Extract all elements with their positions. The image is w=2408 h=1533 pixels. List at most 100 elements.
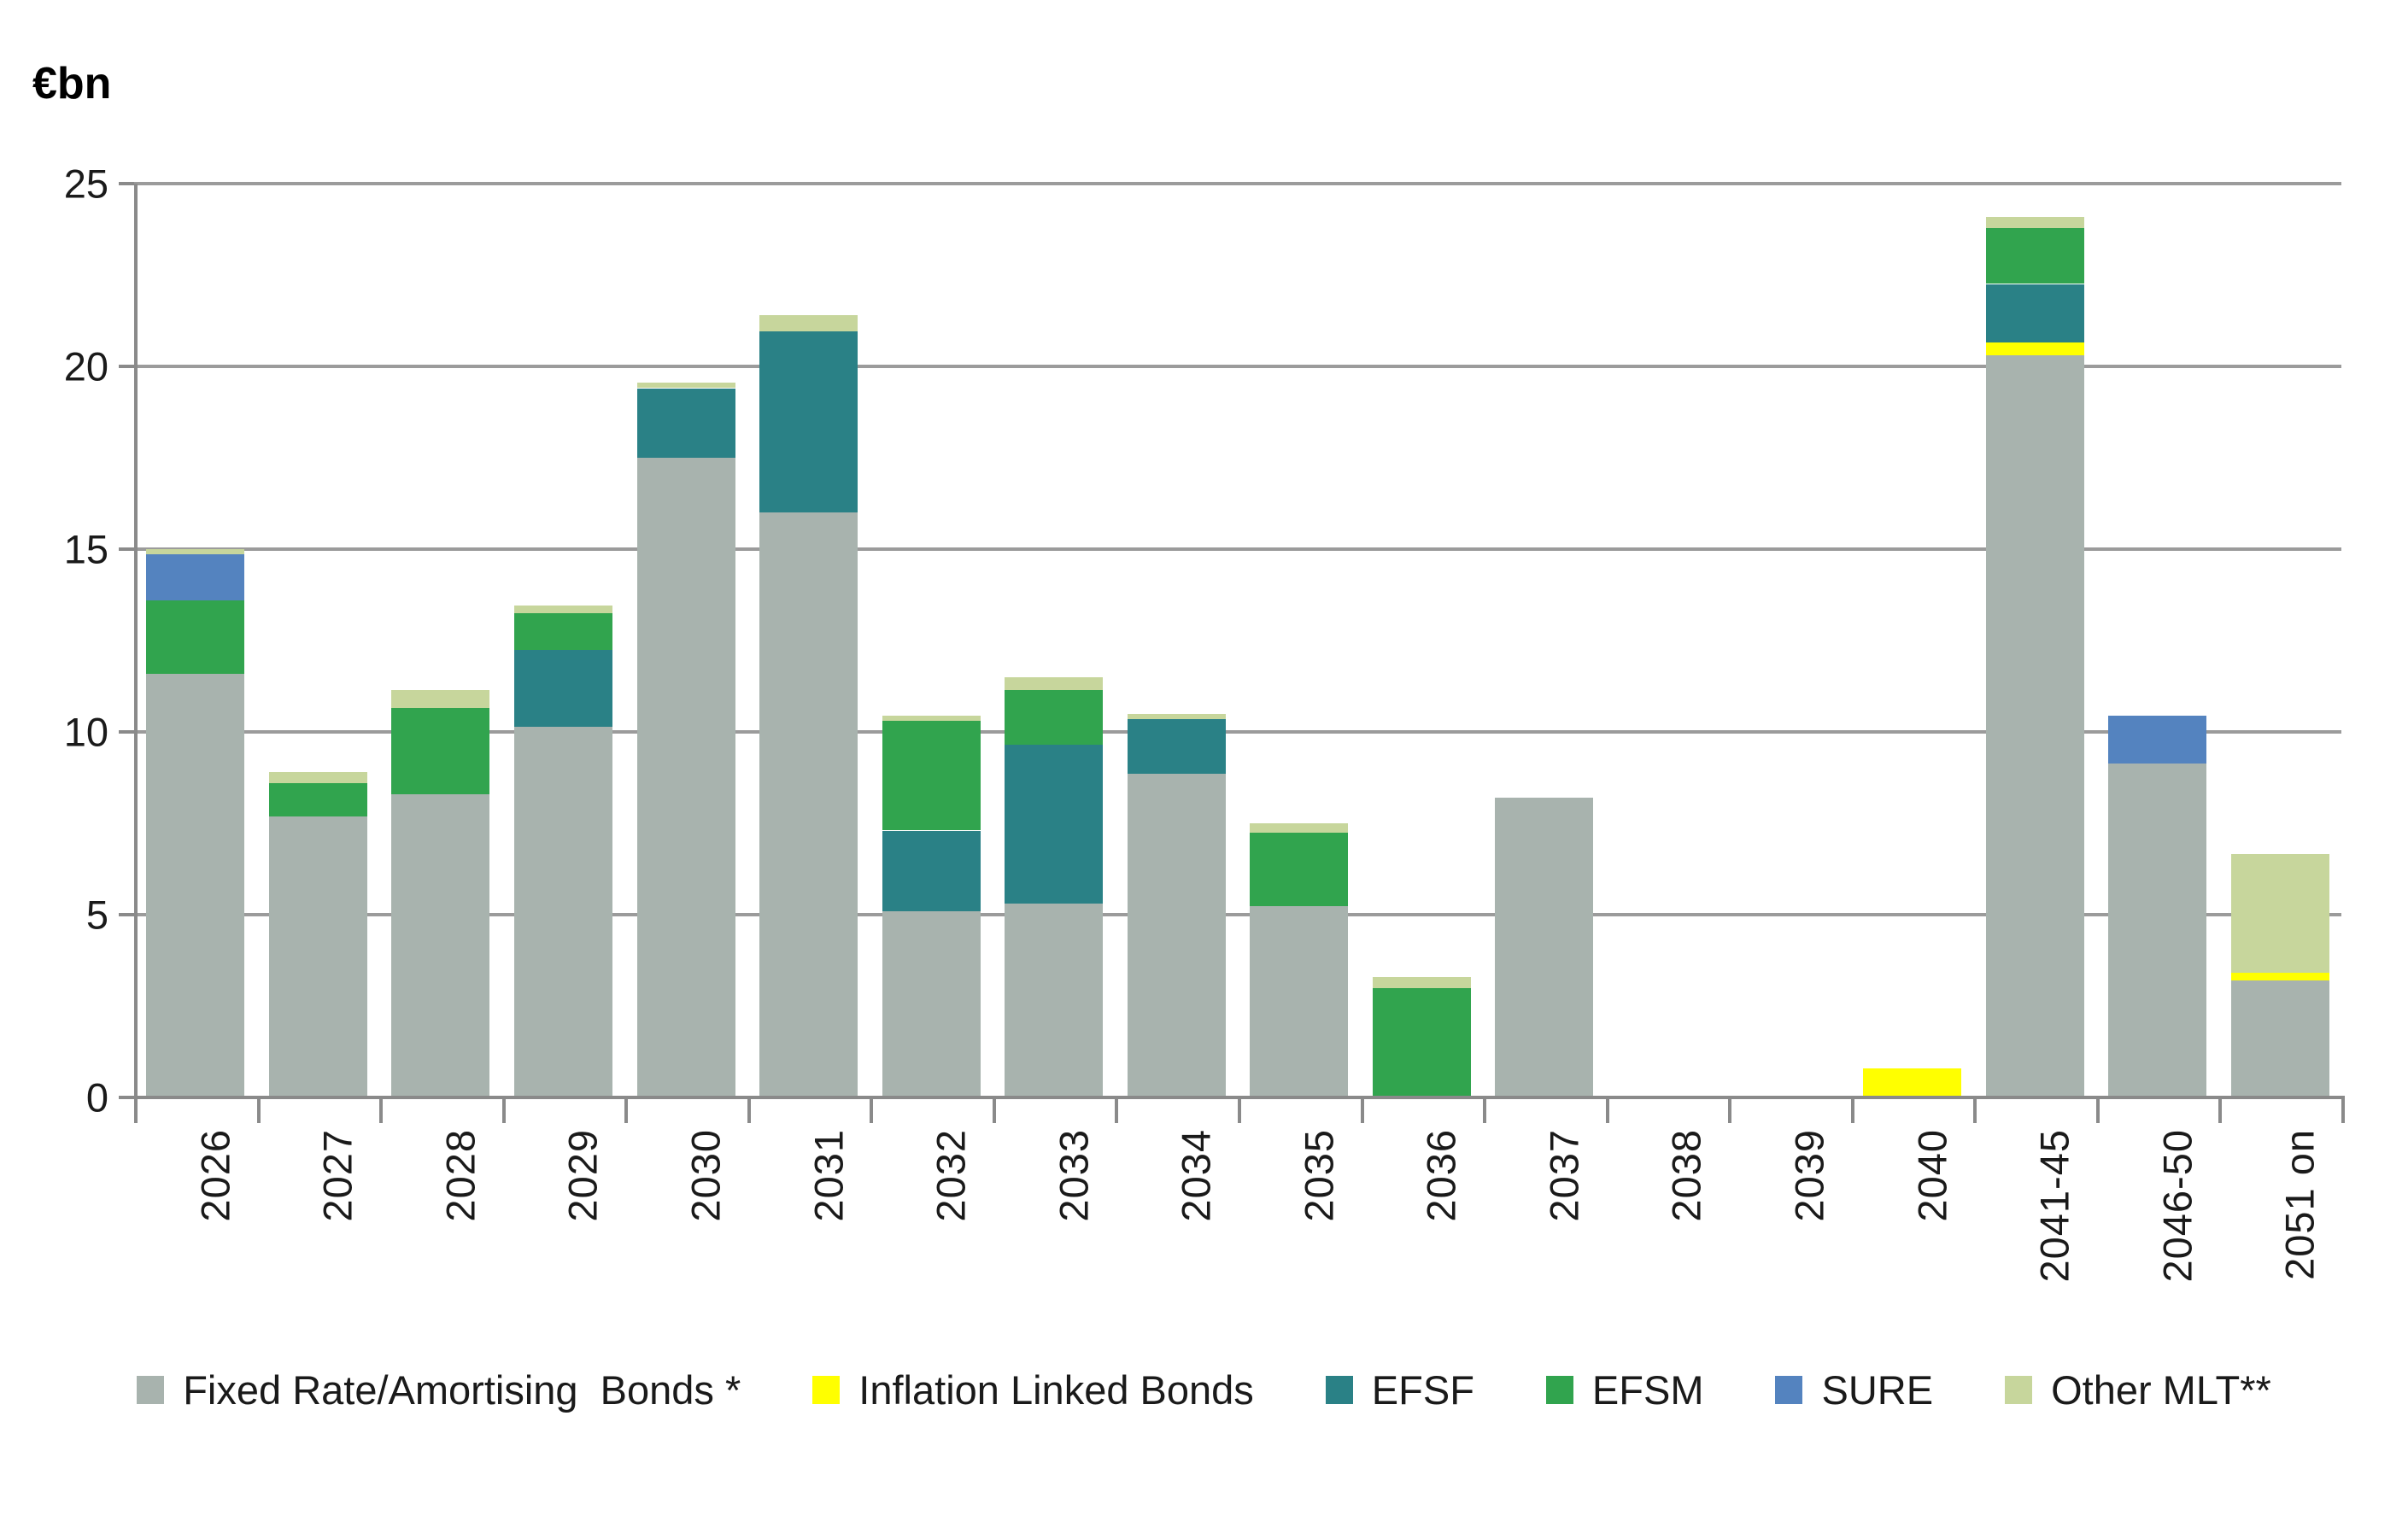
bar-segment-efsm [1373, 988, 1471, 1097]
x-axis-label-2046-50: 2046-50 [2154, 1129, 2200, 1283]
legend-item-sure: SURE [1775, 1366, 1933, 1413]
bar-2030 [637, 0, 735, 1097]
x-axis-label-2038: 2038 [1663, 1129, 1709, 1222]
x-axis-label-2041-45: 2041-45 [2031, 1129, 2077, 1283]
x-axis-tick [2218, 1097, 2222, 1123]
y-axis-label: 10 [63, 709, 108, 755]
y-axis-line [134, 184, 138, 1123]
x-axis-label-2026: 2026 [192, 1129, 238, 1222]
bar-segment-inflation [1863, 1068, 1961, 1097]
bar-segment-efsm [514, 613, 612, 650]
bar-segment-other [269, 772, 367, 783]
y-axis-label: 5 [85, 892, 108, 938]
bar-segment-other [759, 315, 858, 331]
bar-segment-fixed [1986, 355, 2084, 1097]
bar-segment-other [146, 549, 244, 554]
bar-segment-fixed [146, 674, 244, 1097]
bar-segment-fixed [269, 816, 367, 1097]
bar-segment-fixed [1005, 904, 1103, 1097]
bar-segment-efsm [269, 783, 367, 816]
bar-2041-45 [1986, 0, 2084, 1097]
bar-segment-other [391, 690, 489, 708]
x-axis-tick [134, 1097, 138, 1123]
y-axis-label: 15 [63, 526, 108, 572]
bar-2033 [1005, 0, 1103, 1097]
x-axis-tick [2341, 1097, 2345, 1123]
x-axis-tick [1728, 1097, 1731, 1123]
chart-title: €bn [32, 59, 112, 108]
x-axis-label-2030: 2030 [683, 1129, 729, 1222]
bar-segment-efsf [637, 389, 735, 458]
x-axis-tick [747, 1097, 751, 1123]
legend-swatch-inflation [812, 1376, 841, 1404]
bar-segment-fixed [514, 727, 612, 1097]
bar-2051 on [2231, 0, 2329, 1097]
x-axis-label-2029: 2029 [560, 1129, 606, 1222]
bar-segment-efsf [759, 331, 858, 512]
legend-swatch-efsm [1545, 1376, 1573, 1404]
x-axis-tick [624, 1097, 628, 1123]
x-axis-label-2028: 2028 [437, 1129, 483, 1222]
bar-segment-fixed [391, 794, 489, 1097]
bar-2029 [514, 0, 612, 1097]
bar-segment-sure [2108, 716, 2206, 764]
gridline-5 [134, 913, 2341, 916]
x-axis-label-2036: 2036 [1418, 1129, 1464, 1222]
legend-swatch-other [2005, 1376, 2033, 1404]
x-axis-tick [1483, 1097, 1486, 1123]
bar-segment-fixed [882, 911, 981, 1097]
x-axis-label-2034: 2034 [1173, 1129, 1219, 1222]
bar-2039 [1741, 0, 1839, 1097]
x-axis-tick [379, 1097, 383, 1123]
y-axis-tick [119, 730, 134, 734]
bar-segment-fixed [637, 458, 735, 1097]
x-axis-label-2033: 2033 [1051, 1129, 1097, 1222]
bar-2032 [882, 0, 981, 1097]
legend-label-efsm: EFSM [1591, 1367, 1704, 1413]
bar-segment-efsf [1005, 745, 1103, 904]
bar-segment-efsm [1250, 833, 1348, 906]
gridline-15 [134, 547, 2341, 551]
bar-2026 [146, 0, 244, 1097]
bar-segment-fixed [2231, 980, 2329, 1097]
bar-segment-fixed [1128, 774, 1226, 1097]
legend-label-fixed: Fixed Rate/Amortising Bonds * [183, 1367, 741, 1413]
y-axis-tick [119, 365, 134, 368]
legend-item-inflation: Inflation Linked Bonds [812, 1366, 1254, 1413]
bar-2027 [269, 0, 367, 1097]
bar-segment-efsm [1005, 690, 1103, 745]
x-axis-tick [870, 1097, 873, 1123]
bar-segment-fixed [2108, 763, 2206, 1097]
x-axis-tick [1238, 1097, 1241, 1123]
bar-segment-other [882, 716, 981, 721]
gridline-20 [134, 365, 2341, 368]
bar-segment-other [514, 606, 612, 613]
y-axis-tick [119, 1096, 134, 1099]
legend-label-inflation: Inflation Linked Bonds [858, 1367, 1254, 1413]
legend-label-sure: SURE [1821, 1367, 1934, 1413]
y-axis-tick [119, 182, 134, 185]
bar-segment-other [1250, 823, 1348, 833]
bar-segment-fixed [1495, 798, 1593, 1097]
legend-item-other: Other MLT** [2005, 1366, 2271, 1413]
bar-segment-efsf [882, 831, 981, 911]
x-axis-tick [1361, 1097, 1364, 1123]
bar-segment-efsf [1128, 719, 1226, 774]
x-axis-tick [1115, 1097, 1118, 1123]
legend-swatch-efsf [1325, 1376, 1353, 1404]
bar-2031 [759, 0, 858, 1097]
bar-segment-other [637, 383, 735, 388]
x-axis-tick [1851, 1097, 1854, 1123]
gridline-10 [134, 730, 2341, 734]
x-axis-tick [257, 1097, 261, 1123]
legend: Fixed Rate/Amortising Bonds * Inflation L… [0, 1366, 2408, 1413]
bar-2034 [1128, 0, 1226, 1097]
x-axis-tick [502, 1097, 506, 1123]
legend-item-fixed: Fixed Rate/Amortising Bonds * [137, 1366, 741, 1413]
bar-segment-other [1986, 217, 2084, 228]
x-axis-label-2051 on: 2051 on [2276, 1129, 2323, 1280]
x-axis-label-2031: 2031 [806, 1129, 852, 1222]
x-axis-tick [993, 1097, 996, 1123]
x-axis-tick [2096, 1097, 2100, 1123]
bar-segment-other [1373, 977, 1471, 988]
